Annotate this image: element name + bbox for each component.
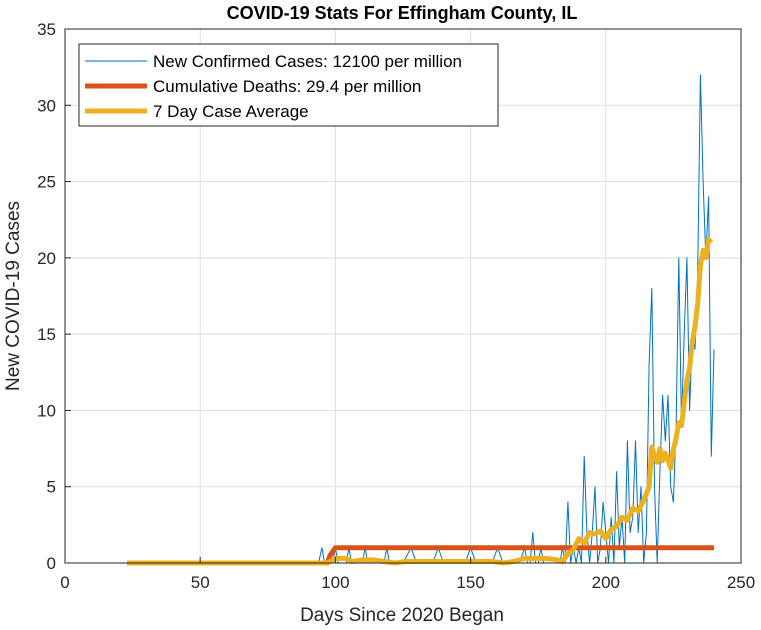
series-new-confirmed-cases [127, 74, 715, 564]
legend: New Confirmed Cases: 12100 per million C… [78, 43, 499, 127]
y-tick-label: 10 [37, 401, 56, 420]
y-axis-label: New COVID-19 Cases [3, 201, 24, 391]
chart-title: COVID-19 Stats For Effingham County, IL [227, 3, 578, 23]
y-tick-label: 15 [37, 325, 56, 344]
series-7day-case-average [127, 237, 714, 566]
axis-ticks: 0 50 100 150 200 250 0 5 10 15 20 25 30 35 [37, 20, 755, 592]
y-tick-label: 25 [37, 173, 56, 192]
y-tick-label: 30 [37, 96, 56, 115]
series-layer [127, 74, 715, 566]
legend-box [78, 43, 499, 127]
legend-label-7day-average: 7 Day Case Average [153, 102, 309, 121]
x-axis-label: Days Since 2020 Began [300, 605, 504, 626]
y-tick-label: 20 [37, 249, 56, 268]
y-tick-label: 5 [47, 478, 56, 497]
x-tick-label: 200 [592, 573, 620, 592]
y-tick-label: 0 [47, 554, 56, 573]
y-tick-label: 35 [37, 20, 56, 39]
legend-label-deaths: Cumulative Deaths: 29.4 per million [153, 77, 421, 96]
x-tick-label: 150 [456, 573, 484, 592]
legend-label-new-cases: New Confirmed Cases: 12100 per million [153, 52, 462, 71]
plot-area [64, 28, 742, 564]
x-tick-label: 250 [727, 573, 755, 592]
x-tick-label: 100 [321, 573, 349, 592]
x-tick-label: 0 [60, 573, 69, 592]
x-tick-label: 50 [191, 573, 210, 592]
